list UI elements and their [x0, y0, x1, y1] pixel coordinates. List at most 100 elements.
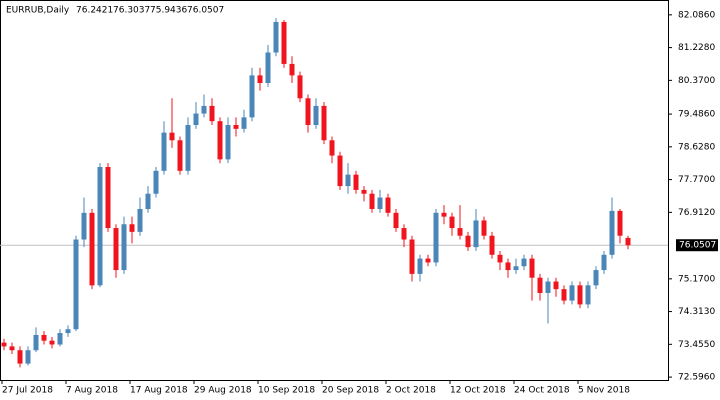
candle-body [185, 125, 191, 171]
candle-body [337, 155, 343, 187]
candle-body [329, 140, 335, 156]
x-tick-label: 29 Aug 2018 [194, 386, 252, 396]
candle-body [1, 342, 7, 347]
candle-body [553, 281, 559, 290]
x-tick-label: 12 Oct 2018 [450, 386, 506, 396]
candle-body [465, 235, 471, 248]
ohlc-high: 76.3037 [113, 6, 150, 16]
candle-body [17, 350, 23, 364]
candle-body [169, 132, 175, 141]
candle-body [481, 220, 487, 236]
y-tick-label: 81.2280 [678, 43, 715, 53]
candle-body [113, 228, 119, 271]
candle-body [617, 210, 623, 236]
candle-body [625, 237, 631, 246]
candle-body [265, 52, 271, 84]
candle-body [241, 117, 247, 129]
candle-body [105, 166, 111, 229]
candle-body [73, 239, 79, 330]
candle-body [121, 224, 127, 271]
candle-body [569, 285, 575, 301]
x-tick-label: 2 Oct 2018 [386, 386, 436, 396]
x-tick-label: 24 Oct 2018 [514, 386, 570, 396]
candle-body [489, 235, 495, 255]
candle-body [369, 193, 375, 209]
candle-body [577, 285, 583, 305]
x-tick-label: 17 Aug 2018 [130, 386, 188, 396]
candle-body [401, 228, 407, 240]
candle-body [177, 140, 183, 171]
x-tick-label: 20 Sep 2018 [322, 386, 379, 396]
candle-body [89, 212, 95, 286]
candle-body [9, 346, 15, 351]
candle-body [57, 333, 63, 345]
candle-body [297, 75, 303, 99]
candle-body [393, 212, 399, 229]
y-tick-label: 82.0860 [678, 10, 715, 20]
candle-body [321, 105, 327, 141]
candle-body [33, 334, 39, 351]
x-tick-label: 7 Aug 2018 [66, 386, 118, 396]
candle-body [49, 340, 55, 345]
price-label: 76.0507 [679, 241, 716, 251]
candle-body [609, 210, 615, 255]
candle-body [417, 258, 423, 274]
candle-body [97, 166, 103, 286]
candle-body [137, 208, 143, 232]
candle-body [593, 270, 599, 286]
candle-body [305, 98, 311, 126]
candle-body [81, 212, 87, 240]
y-tick-label: 74.3130 [678, 307, 715, 317]
candle-body [377, 197, 383, 209]
x-tick-label: 27 Jul 2018 [2, 386, 53, 396]
candle-body [561, 289, 567, 301]
candle-body [441, 212, 447, 217]
candle-body [249, 75, 255, 118]
y-tick-label: 78.6280 [678, 142, 715, 152]
y-tick-label: 80.3700 [678, 76, 715, 86]
y-tick-label: 73.4550 [678, 340, 715, 350]
chart-title: EURRUB,Daily [6, 6, 70, 16]
y-tick-label: 77.7700 [678, 175, 715, 185]
candle-body [161, 132, 167, 171]
candle-body [409, 239, 415, 274]
candle-body [521, 258, 527, 267]
candle-body [233, 125, 239, 129]
x-tick-label: 5 Nov 2018 [578, 386, 630, 396]
ohlc-close: 76.0507 [187, 6, 224, 16]
candle-body [433, 212, 439, 263]
candle-body [193, 113, 199, 126]
candle-body [257, 75, 263, 84]
candle-body [537, 277, 543, 293]
candle-body [353, 174, 359, 190]
x-tick-label: 10 Sep 2018 [258, 386, 315, 396]
plot-frame [0, 0, 669, 381]
candle-body [145, 193, 151, 209]
candle-body [505, 262, 511, 271]
candle-body [225, 125, 231, 160]
candle-body [449, 216, 455, 229]
candle-body [65, 329, 71, 334]
candle-body [41, 334, 47, 341]
candle-body [209, 105, 215, 122]
y-tick-label: 75.1700 [678, 274, 715, 284]
candle-body [313, 105, 319, 126]
candle-body [289, 63, 295, 76]
candle-body [601, 254, 607, 271]
candle-body [153, 170, 159, 194]
candle-body [473, 220, 479, 248]
y-tick-label: 72.5960 [678, 373, 715, 383]
candle-body [497, 254, 503, 263]
candle-body [425, 258, 431, 263]
candle-body [529, 258, 535, 278]
candle-body [201, 105, 207, 114]
candle-body [385, 197, 391, 213]
y-tick-label: 79.4860 [678, 110, 715, 120]
y-tick-label: 76.9120 [678, 208, 715, 218]
ohlc-low: 75.9436 [150, 6, 187, 16]
candle-body [585, 285, 591, 305]
candle-body [129, 224, 135, 232]
candle-body [273, 21, 279, 53]
candle-body [25, 350, 31, 364]
